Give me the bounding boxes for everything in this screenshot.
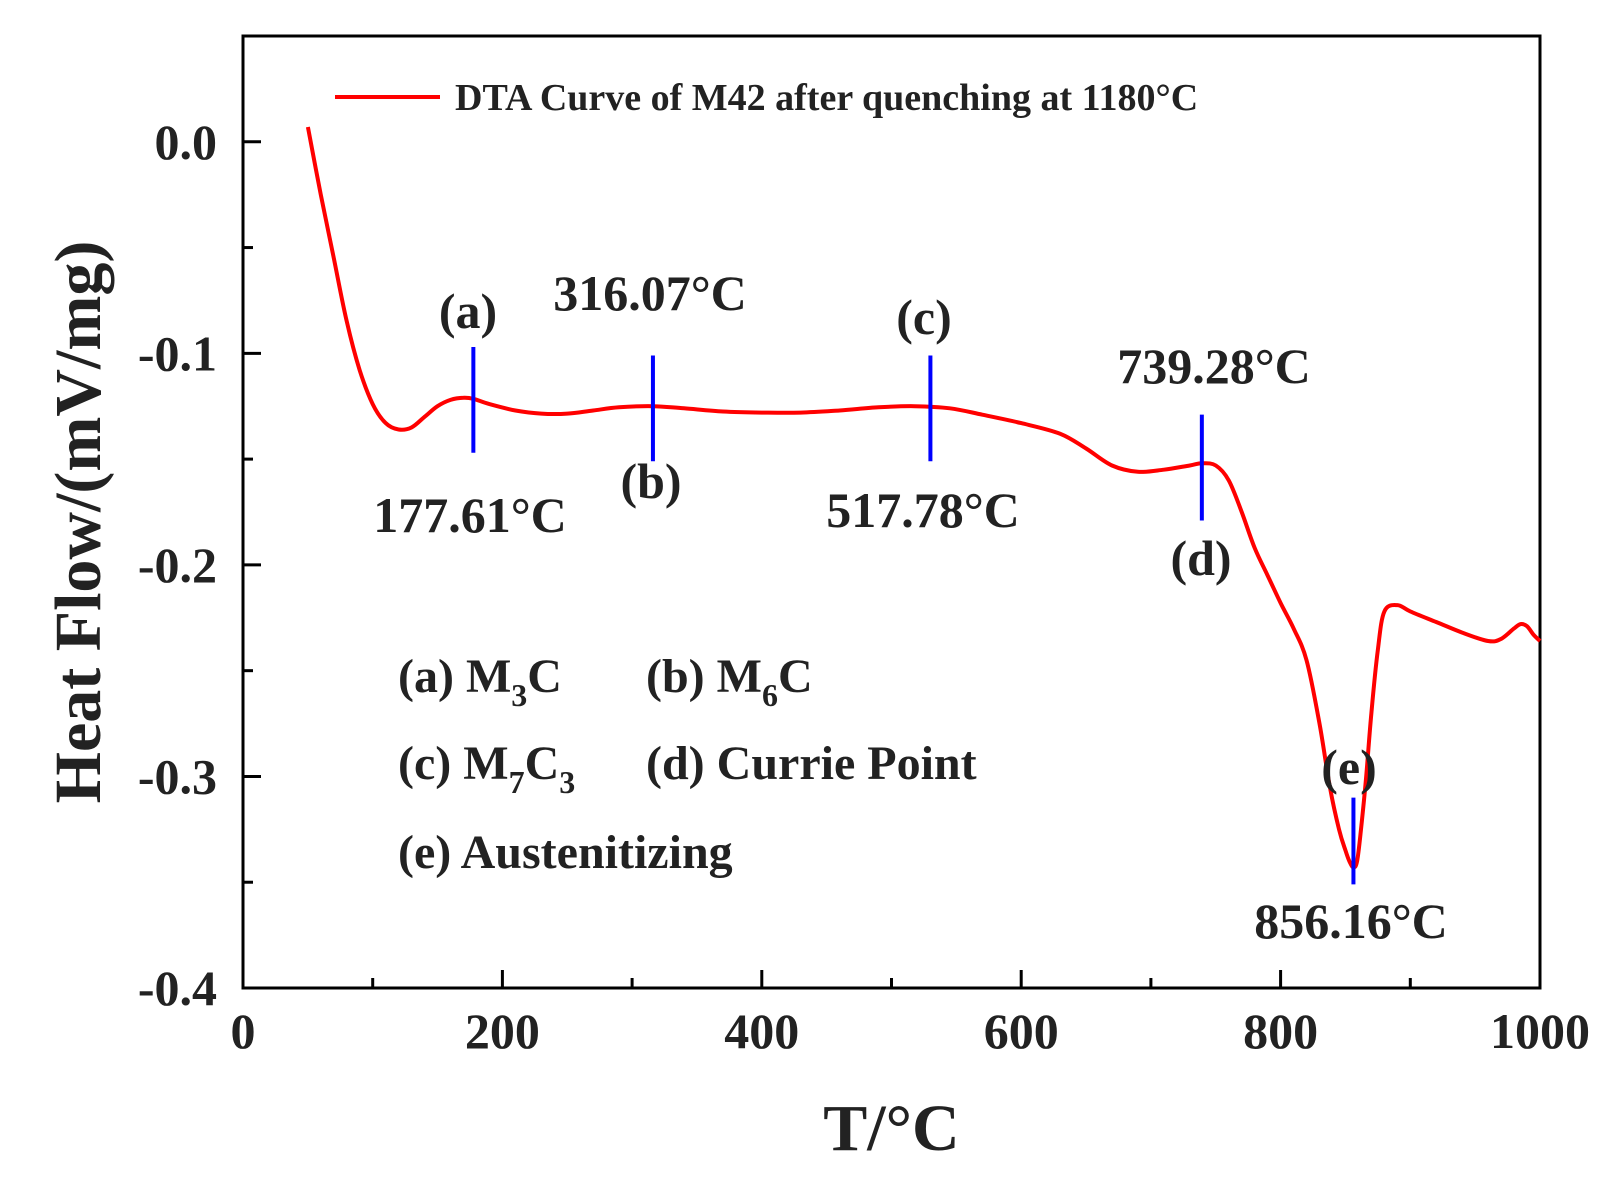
axis-ticks (241, 34, 1542, 990)
y-tick-label: -0.3 (138, 748, 217, 804)
y-tick-label: 0.0 (155, 114, 218, 170)
series-layer (305, 126, 1542, 870)
key-text-part: 7 (509, 764, 525, 800)
x-tick-label: 200 (465, 1003, 540, 1059)
key-text-part: C (778, 650, 813, 703)
peak-temperature-label: 739.28°C (1117, 338, 1311, 394)
key-entry: (b) M6C (646, 650, 813, 713)
peak-letter-label: (c) (896, 289, 952, 345)
peak-temperature-label: 316.07°C (553, 265, 747, 321)
y-tick-label: -0.2 (138, 537, 217, 593)
y-tick-label: -0.4 (138, 960, 217, 1016)
y-axis-title: Heat Flow/(mV/mg) (42, 241, 115, 804)
key-text-part: (c) M (398, 737, 509, 790)
x-tick-label: 600 (984, 1003, 1059, 1059)
peak-temperature-label: 517.78°C (826, 482, 1020, 538)
key-text-part: (e) Austenitizing (398, 826, 733, 879)
legend-label: DTA Curve of M42 after quenching at 1180… (455, 77, 1198, 119)
key-entry: (c) M7C3 (398, 737, 575, 800)
peak-letter-label: (d) (1170, 530, 1231, 586)
peak-letter-label: (e) (1321, 739, 1377, 795)
peak-markers: (a) 177.61°C (b) 316.07°C (c) 517.78°C (d) 739.… (373, 265, 1448, 949)
key-text-part: 6 (762, 677, 778, 713)
x-tick-label: 800 (1243, 1003, 1318, 1059)
key-entry: (a) M3C (398, 650, 562, 713)
peak-letter-label: (b) (620, 453, 681, 509)
key-text-part: (b) M (646, 650, 762, 703)
key-text-part: C (525, 737, 560, 790)
phase-key: (a) M3C (b) M6C(c) M7C3 (d) Currie Point(e… (398, 650, 977, 879)
y-tick-label: -0.1 (138, 325, 217, 381)
x-tick-label: 1000 (1490, 1003, 1590, 1059)
key-text-part: C (527, 650, 562, 703)
x-tick-label: 400 (724, 1003, 799, 1059)
peak-temperature-label: 177.61°C (373, 487, 567, 543)
series-line-dta (305, 126, 1542, 870)
key-entry: (d) Currie Point (646, 737, 977, 790)
tick-labels: 0 200 400 600 800 1000 0.0 -0.1 -0.2 -0.3 -0.4 (138, 114, 1590, 1059)
key-text-part: 3 (559, 764, 575, 800)
legend: DTA Curve of M42 after quenching at 1180… (335, 77, 1198, 119)
x-tick-label: 0 (231, 1003, 256, 1059)
x-axis-title: T/°C (823, 1092, 959, 1165)
key-text-part: (a) M (398, 650, 511, 703)
key-text-part: 3 (511, 677, 527, 713)
key-text-part: (d) Currie Point (646, 737, 977, 790)
key-entry: (e) Austenitizing (398, 826, 733, 879)
peak-temperature-label: 856.16°C (1254, 893, 1448, 949)
peak-letter-label: (a) (439, 283, 497, 339)
